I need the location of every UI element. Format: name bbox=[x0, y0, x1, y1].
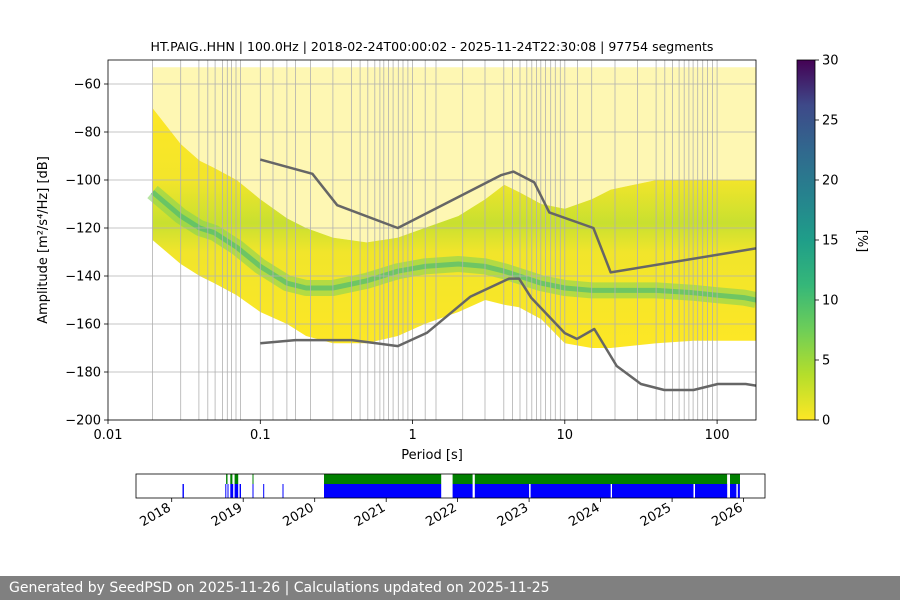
timeline-tick-label: 2022 bbox=[423, 500, 459, 530]
plot-frame bbox=[107, 59, 757, 421]
colorbar-tick-label: 25 bbox=[822, 114, 839, 129]
psd-computed-span bbox=[730, 474, 740, 484]
data-available-span bbox=[263, 484, 265, 498]
psd-plot-area: 0.01 0.1 1 10 100 −60 −80 −100 −120 −140 −160 −180… bbox=[65, 59, 757, 443]
data-available-span bbox=[225, 484, 227, 498]
data-available-span bbox=[252, 484, 254, 498]
colorbar-tick-label: 0 bbox=[822, 414, 830, 429]
x-tick-label: 0.01 bbox=[94, 428, 123, 443]
timeline-tick-label: 2019 bbox=[209, 500, 245, 530]
footer-bar: Generated by SeedPSD on 2025-11-26 | Cal… bbox=[0, 576, 900, 600]
colorbar: 0 5 10 15 20 25 30 [%] bbox=[796, 54, 869, 429]
chart-title: HT.PAIG..HHN | 100.0Hz | 2018-02-24T00:0… bbox=[151, 39, 714, 54]
timeline-tick-label: 2024 bbox=[566, 500, 602, 530]
colorbar-tick-label: 20 bbox=[822, 174, 839, 189]
data-available-span bbox=[239, 484, 241, 498]
data-available-span bbox=[324, 484, 442, 498]
pdf-outlier-region bbox=[152, 67, 756, 243]
psd-computed-span bbox=[252, 474, 254, 484]
data-available-span bbox=[227, 484, 229, 498]
noise-model-nlnm bbox=[260, 277, 756, 392]
data-available-span bbox=[612, 484, 694, 498]
y-tick-label: −160 bbox=[65, 318, 101, 333]
x-tick-label: 100 bbox=[705, 428, 730, 443]
timeline-frame bbox=[135, 473, 766, 499]
timeline-tick-label: 2020 bbox=[281, 500, 317, 530]
colorbar-tick-label: 30 bbox=[822, 54, 839, 69]
y-axis-label: Amplitude [m²/s⁴/Hz] [dB] bbox=[36, 156, 51, 324]
data-availability-timeline: 2018 2019 2020 2021 2022 2023 2024 2025 2026 bbox=[135, 473, 766, 530]
pdf-mode-ridge bbox=[150, 190, 756, 303]
y-tick-label: −80 bbox=[74, 126, 101, 141]
x-tick-label: 1 bbox=[408, 428, 416, 443]
data-available-span bbox=[182, 484, 184, 498]
data-available-span bbox=[282, 484, 284, 498]
timeline-tick-label: 2018 bbox=[138, 500, 174, 530]
colorbar-gradient bbox=[797, 60, 815, 420]
psd-computed-span bbox=[230, 474, 233, 484]
psd-computed-span bbox=[474, 474, 728, 484]
x-axis-label: Period [s] bbox=[401, 448, 463, 463]
y-tick-label: −180 bbox=[65, 366, 101, 381]
colorbar-tick-label: 15 bbox=[822, 234, 839, 249]
colorbar-label: [%] bbox=[854, 230, 869, 253]
noise-model-nhnm bbox=[259, 158, 756, 274]
psd-computed-span bbox=[234, 474, 239, 484]
y-tick-label: −120 bbox=[65, 222, 101, 237]
timeline-tick-label: 2023 bbox=[495, 500, 531, 530]
psd-computed-span bbox=[324, 474, 442, 484]
psd-computed-span bbox=[452, 474, 473, 484]
x-tick-label: 0.1 bbox=[250, 428, 271, 443]
colorbar-tick-label: 10 bbox=[822, 294, 839, 309]
data-available-span bbox=[530, 484, 611, 498]
data-available-span bbox=[234, 484, 239, 498]
data-available-span bbox=[230, 484, 234, 498]
x-tick-label: 10 bbox=[557, 428, 574, 443]
y-tick-label: −140 bbox=[65, 270, 101, 285]
data-available-span bbox=[695, 484, 728, 498]
y-tick-label: −60 bbox=[74, 78, 101, 93]
data-available-span bbox=[737, 484, 740, 498]
timeline-tick-label: 2021 bbox=[352, 500, 388, 530]
y-tick-label: −200 bbox=[65, 414, 101, 429]
footer-text: Generated by SeedPSD on 2025-11-26 | Cal… bbox=[9, 580, 550, 596]
timeline-tick-label: 2025 bbox=[638, 500, 674, 530]
timeline-tick-label: 2026 bbox=[709, 500, 745, 530]
data-available-span bbox=[452, 484, 473, 498]
psd-computed-span bbox=[226, 474, 228, 484]
data-available-span bbox=[730, 484, 737, 498]
data-available-span bbox=[474, 484, 530, 498]
colorbar-tick-label: 5 bbox=[822, 354, 830, 369]
y-tick-label: −100 bbox=[65, 174, 101, 189]
